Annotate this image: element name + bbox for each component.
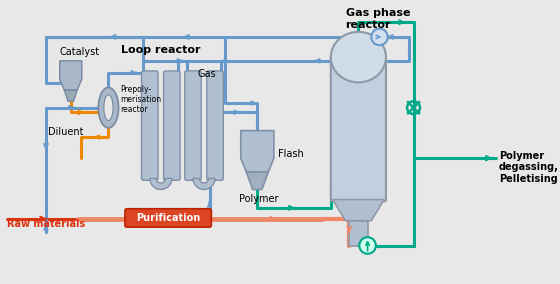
Text: Diluent: Diluent	[48, 127, 83, 137]
Ellipse shape	[99, 87, 119, 128]
Ellipse shape	[104, 95, 113, 120]
Ellipse shape	[331, 32, 386, 82]
FancyBboxPatch shape	[331, 55, 386, 201]
FancyBboxPatch shape	[164, 71, 180, 180]
Circle shape	[360, 237, 376, 254]
Wedge shape	[150, 178, 172, 189]
Bar	[349, 221, 367, 245]
Text: Polymer: Polymer	[239, 194, 278, 204]
Text: Catalyst: Catalyst	[60, 47, 100, 57]
Circle shape	[371, 29, 388, 45]
Wedge shape	[193, 178, 215, 189]
Polygon shape	[60, 61, 82, 90]
Polygon shape	[241, 131, 274, 172]
FancyBboxPatch shape	[185, 71, 201, 180]
Text: Flash: Flash	[278, 149, 304, 158]
Text: Purification: Purification	[136, 213, 200, 223]
Polygon shape	[64, 90, 77, 101]
Text: Raw materials: Raw materials	[7, 219, 86, 229]
Text: Polymer
degassing,
Pelletising: Polymer degassing, Pelletising	[499, 151, 559, 184]
Text: Gas phase
reactor: Gas phase reactor	[346, 8, 410, 30]
Polygon shape	[246, 172, 268, 189]
FancyBboxPatch shape	[125, 209, 211, 227]
Polygon shape	[333, 200, 384, 221]
Text: Prepoly-
merisation
reactor: Prepoly- merisation reactor	[120, 85, 161, 114]
FancyBboxPatch shape	[207, 71, 223, 180]
Text: Loop reactor: Loop reactor	[121, 45, 200, 55]
Text: Gas: Gas	[198, 69, 216, 79]
FancyBboxPatch shape	[142, 71, 158, 180]
